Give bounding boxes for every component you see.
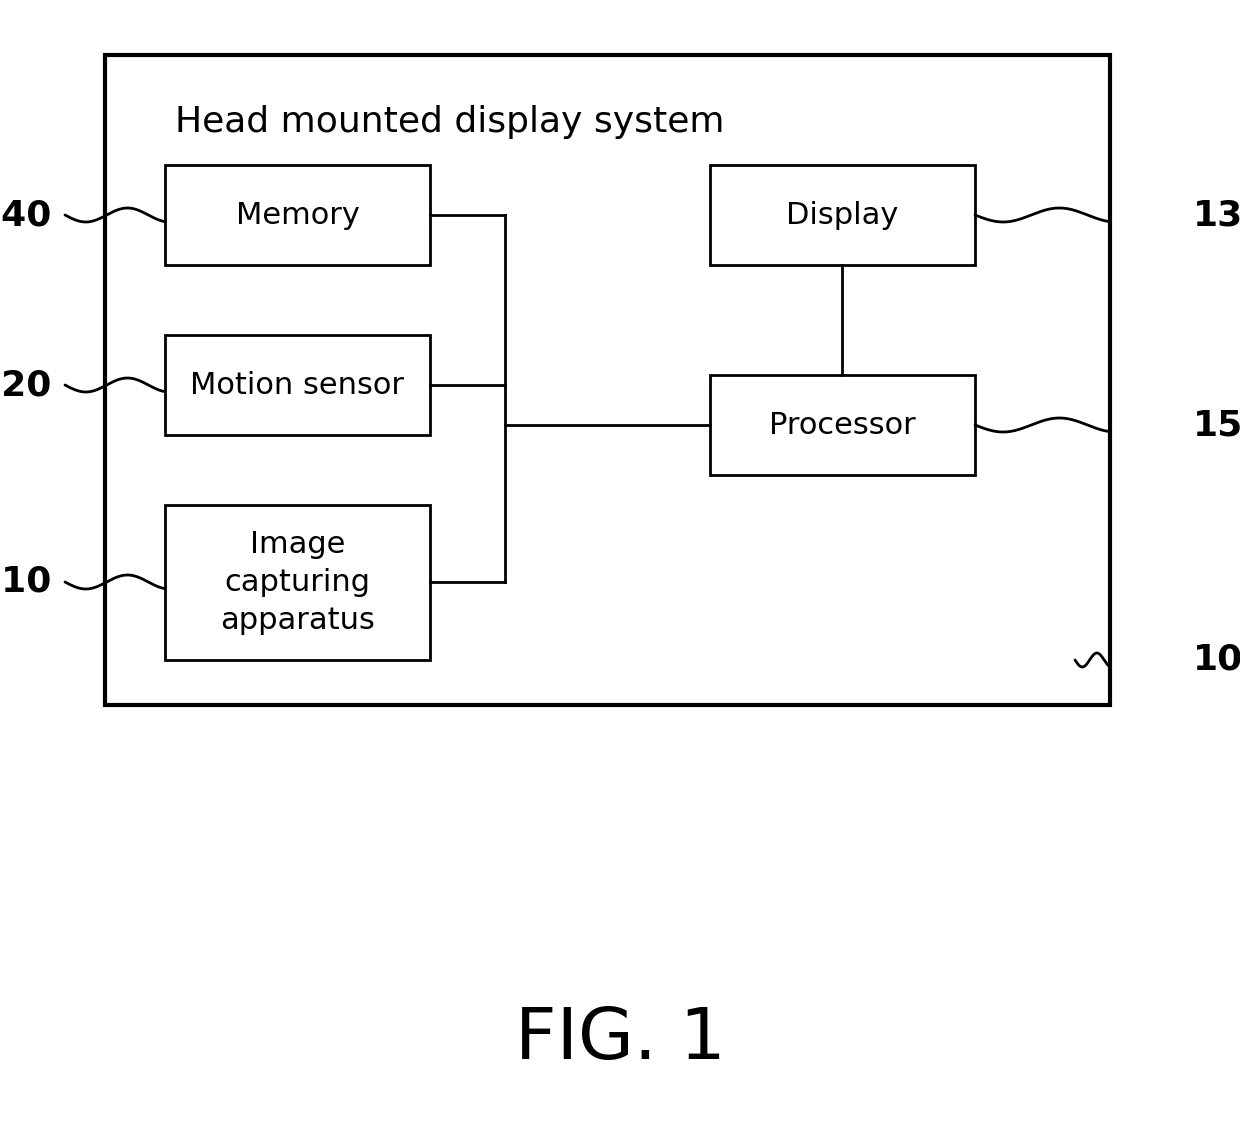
Text: Image
capturing
apparatus: Image capturing apparatus [219,530,374,635]
Text: 110: 110 [0,565,52,599]
Bar [711,375,975,475]
Text: 130: 130 [1193,198,1240,232]
Bar [165,165,430,265]
Bar [711,165,975,265]
Bar [165,505,430,660]
Text: Motion sensor: Motion sensor [191,371,404,399]
Text: Head mounted display system: Head mounted display system [175,105,724,140]
Text: Memory: Memory [236,200,360,230]
Text: 100: 100 [1193,643,1240,677]
Text: Display: Display [786,200,899,230]
Text: 150: 150 [1193,408,1240,442]
Bar [105,55,1110,705]
Text: 120: 120 [0,368,52,402]
Bar [165,335,430,435]
Text: 140: 140 [0,198,52,232]
Text: Processor: Processor [769,411,916,439]
Text: FIG. 1: FIG. 1 [515,1006,725,1074]
